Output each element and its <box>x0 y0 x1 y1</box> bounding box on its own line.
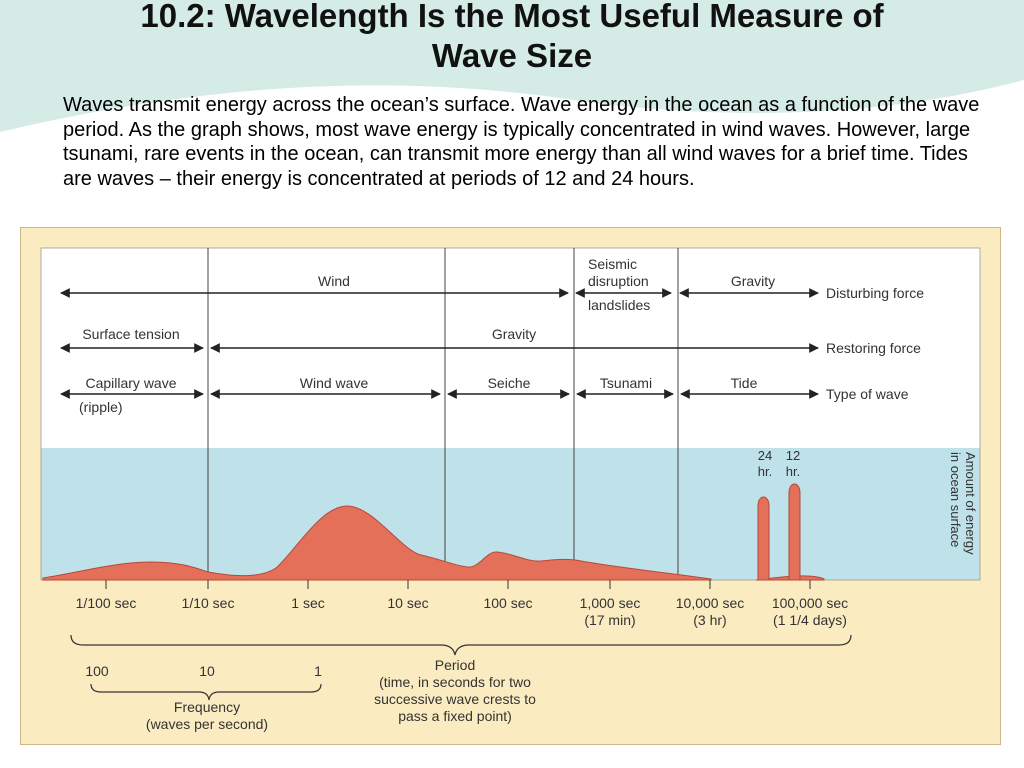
wind-label: Wind <box>318 273 350 289</box>
frequency-caption-line-1: Frequency <box>174 699 240 715</box>
period-tick-label: 1/100 sec <box>76 595 137 611</box>
tide-peak-24hr <box>757 496 770 581</box>
tide-24-number: 24 <box>758 448 772 463</box>
tide-12-unit: hr. <box>786 464 800 479</box>
landslides-label: landslides <box>588 297 650 313</box>
wind-wave-label: Wind wave <box>300 375 369 391</box>
period-brace <box>70 634 852 656</box>
period-tick-sublabel: (1 1/4 days) <box>773 612 847 628</box>
period-tick-sublabel: (3 hr) <box>693 612 726 628</box>
energy-axis-label-line-1: Amount of energy <box>963 452 978 555</box>
frequency-tick-label: 1 <box>314 663 322 679</box>
ripple-label: (ripple) <box>79 399 123 415</box>
period-tick-label: 10 sec <box>387 595 428 611</box>
frequency-tick-label: 10 <box>199 663 215 679</box>
period-caption-line-1: Period <box>435 657 475 673</box>
wave-spectrum-diagram: 24 hr. 12 hr. Amount of energy in ocean … <box>40 247 981 732</box>
period-tick-label: 100 sec <box>483 595 532 611</box>
seismic-label-line-1: Seismic <box>588 256 637 272</box>
slide-title-line-1: 10.2: Wavelength Is the Most Useful Meas… <box>140 0 884 34</box>
slide-title-line-2: Wave Size <box>431 37 593 74</box>
period-tick-label: 10,000 sec <box>676 595 745 611</box>
frequency-caption-line-2: (waves per second) <box>146 716 268 732</box>
gravity-restoring-label: Gravity <box>492 326 536 342</box>
surface-tension-label: Surface tension <box>82 326 179 342</box>
gravity-disturbing-label: Gravity <box>731 273 775 289</box>
tide-peak-12hr <box>788 483 801 581</box>
frequency-brace <box>90 683 322 701</box>
tide-12-number: 12 <box>786 448 800 463</box>
period-tick-label: 1,000 sec <box>580 595 641 611</box>
period-caption-line-2: (time, in seconds for two <box>379 674 531 690</box>
seiche-label: Seiche <box>488 375 531 391</box>
period-tick-label: 100,000 sec <box>772 595 848 611</box>
period-tick-sublabel: (17 min) <box>584 612 635 628</box>
capillary-wave-label: Capillary wave <box>85 375 176 391</box>
period-axis: 1/100 sec 1/10 sec 1 sec 10 sec 100 sec … <box>76 580 848 628</box>
period-tick-label: 1 sec <box>291 595 324 611</box>
period-tick-label: 1/10 sec <box>182 595 235 611</box>
restoring-force-label: Restoring force <box>826 340 921 356</box>
seismic-label-line-2: disruption <box>588 273 649 289</box>
tide-24-unit: hr. <box>758 464 772 479</box>
wave-spectrum-diagram-panel: 24 hr. 12 hr. Amount of energy in ocean … <box>20 227 1001 745</box>
type-of-wave-label: Type of wave <box>826 386 909 402</box>
period-caption-line-4: pass a fixed point) <box>398 708 512 724</box>
slide-paragraph: Waves transmit energy across the ocean’s… <box>63 94 980 190</box>
energy-axis-label-line-2: in ocean surface <box>948 452 963 547</box>
frequency-tick-label: 100 <box>85 663 109 679</box>
tide-label: Tide <box>731 375 758 391</box>
tsunami-label: Tsunami <box>600 375 652 391</box>
disturbing-force-label: Disturbing force <box>826 285 924 301</box>
background-wave-decoration <box>0 0 1024 132</box>
period-caption-line-3: successive wave crests to <box>374 691 536 707</box>
energy-axis-label: Amount of energy in ocean surface <box>948 452 978 555</box>
slide-title: 10.2: Wavelength Is the Most Useful Meas… <box>30 0 994 76</box>
energy-curve <box>42 505 712 581</box>
